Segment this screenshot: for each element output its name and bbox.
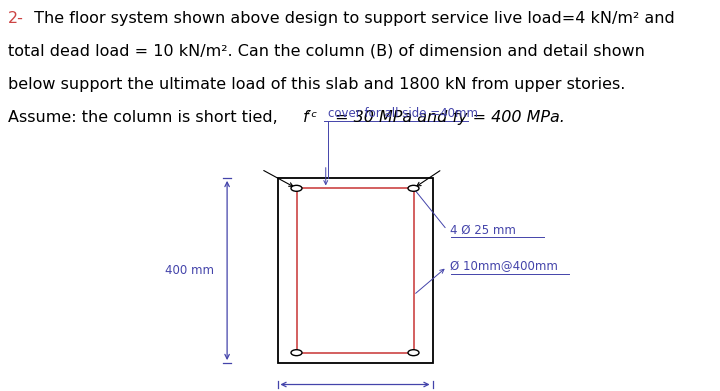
- Text: The floor system shown above design to support service live load=4 kN/m² and: The floor system shown above design to s…: [29, 11, 675, 26]
- Text: total dead load = 10 kN/m². Can the column (B) of dimension and detail shown: total dead load = 10 kN/m². Can the colu…: [8, 44, 645, 59]
- Text: 4 Ø 25 mm: 4 Ø 25 mm: [451, 223, 516, 236]
- Text: cover for all side =40mm: cover for all side =40mm: [328, 107, 477, 120]
- Text: 2-: 2-: [8, 11, 24, 26]
- Circle shape: [291, 185, 302, 191]
- Circle shape: [408, 185, 419, 191]
- Text: 400 mm: 400 mm: [165, 264, 214, 277]
- Circle shape: [291, 350, 302, 356]
- Text: = 30 ​MPa and fy = 400 MPa.: = 30 ​MPa and fy = 400 MPa.: [330, 110, 565, 125]
- Text: f′ᶜ: f′ᶜ: [303, 110, 318, 125]
- Text: Ø 10mm@400mm: Ø 10mm@400mm: [451, 260, 559, 273]
- Text: below support the ultimate load of this slab and 1800 kN from upper stories.: below support the ultimate load of this …: [8, 77, 626, 92]
- Text: Assume: the column is short tied,: Assume: the column is short tied,: [8, 110, 278, 125]
- Circle shape: [408, 350, 419, 356]
